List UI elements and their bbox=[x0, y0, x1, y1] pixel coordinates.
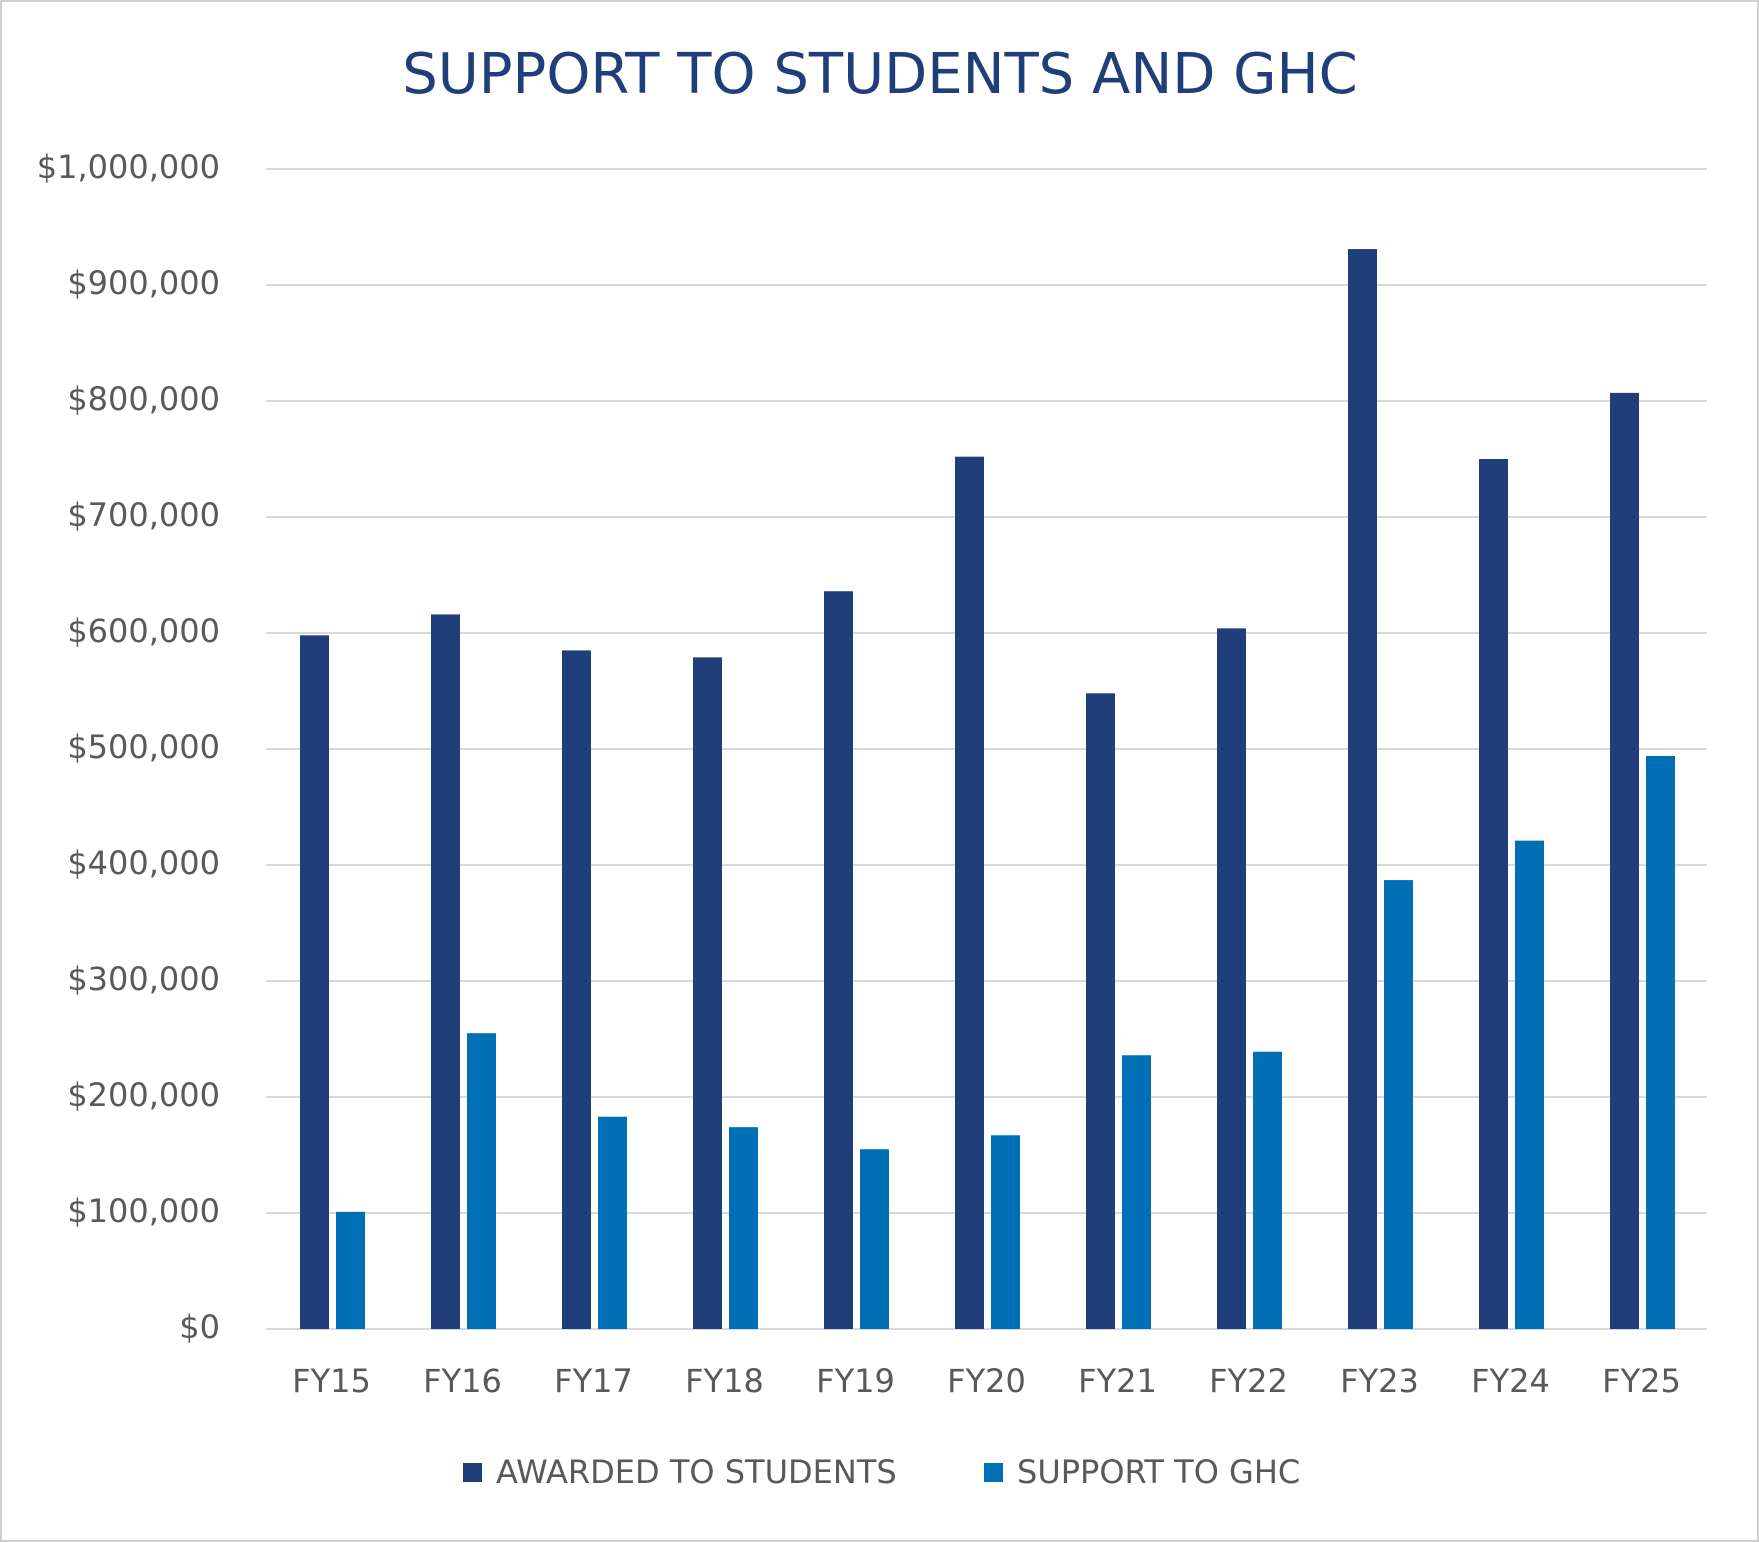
bar bbox=[991, 1135, 1020, 1329]
chart-title: SUPPORT TO STUDENTS AND GHC bbox=[402, 42, 1358, 107]
bar bbox=[824, 591, 853, 1329]
bar bbox=[955, 456, 984, 1329]
x-tick-label: FY25 bbox=[1602, 1362, 1681, 1400]
legend-swatch bbox=[984, 1463, 1003, 1482]
y-tick-label: $200,000 bbox=[67, 1076, 220, 1114]
bar bbox=[860, 1149, 889, 1329]
bar bbox=[693, 657, 722, 1329]
x-tick-label: FY23 bbox=[1340, 1362, 1419, 1400]
y-tick-label: $500,000 bbox=[67, 728, 220, 766]
y-tick-label: $1,000,000 bbox=[37, 148, 220, 186]
x-tick-label: FY19 bbox=[816, 1362, 895, 1400]
bar bbox=[1479, 459, 1508, 1329]
y-tick-label: $300,000 bbox=[67, 960, 220, 998]
bar bbox=[1253, 1051, 1282, 1329]
bar bbox=[1610, 392, 1639, 1329]
y-tick-label: $800,000 bbox=[67, 380, 220, 418]
bar bbox=[729, 1127, 758, 1329]
x-tick-label: FY17 bbox=[554, 1362, 633, 1400]
x-tick-label: FY22 bbox=[1209, 1362, 1288, 1400]
y-tick-label: $900,000 bbox=[67, 264, 220, 302]
legend-label: AWARDED TO STUDENTS bbox=[496, 1453, 897, 1491]
y-tick-label: $100,000 bbox=[67, 1192, 220, 1230]
bar bbox=[1217, 628, 1246, 1329]
bar bbox=[300, 635, 329, 1329]
x-tick-label: FY15 bbox=[292, 1362, 371, 1400]
bar bbox=[1646, 755, 1675, 1329]
y-tick-label: $600,000 bbox=[67, 612, 220, 650]
bar bbox=[336, 1211, 365, 1329]
x-tick-label: FY18 bbox=[685, 1362, 764, 1400]
legend-swatch bbox=[463, 1463, 482, 1482]
y-tick-label: $0 bbox=[179, 1308, 220, 1346]
x-tick-label: FY21 bbox=[1078, 1362, 1157, 1400]
x-tick-label: FY16 bbox=[423, 1362, 502, 1400]
bar bbox=[431, 614, 460, 1329]
bar bbox=[1122, 1055, 1151, 1329]
bar bbox=[598, 1116, 627, 1329]
y-tick-label: $700,000 bbox=[67, 496, 220, 534]
x-tick-label: FY24 bbox=[1471, 1362, 1550, 1400]
bar bbox=[562, 650, 591, 1329]
bar bbox=[1086, 693, 1115, 1329]
bar bbox=[1384, 880, 1413, 1329]
x-tick-label: FY20 bbox=[947, 1362, 1026, 1400]
bar bbox=[467, 1033, 496, 1329]
legend-label: SUPPORT TO GHC bbox=[1017, 1453, 1300, 1491]
bar bbox=[1348, 249, 1377, 1329]
y-tick-label: $400,000 bbox=[67, 844, 220, 882]
bar bbox=[1515, 840, 1544, 1329]
